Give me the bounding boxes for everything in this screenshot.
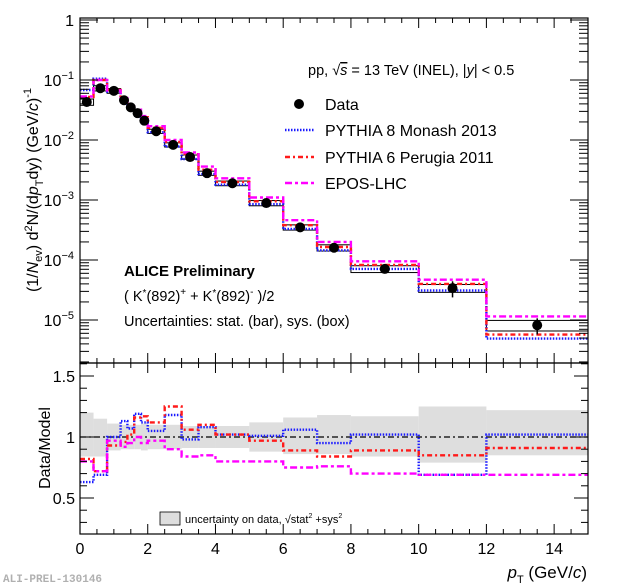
uncertainty-band-segment (80, 412, 94, 457)
data-point (151, 126, 162, 137)
data-point (139, 115, 150, 126)
particle-label: ( K*(892)+ + K*(892)- )/2 (124, 287, 274, 305)
data-point (447, 283, 458, 294)
collision-system-label: pp, √s = 13 TeV (INEL), |y| < 0.5 (308, 63, 514, 79)
x-tick-label: 8 (346, 541, 355, 558)
y-tick-label: 10−2 (44, 130, 74, 150)
x-tick-label: 14 (545, 541, 563, 558)
ratio-tick-labels: 0 2 4 6 8 10 12 14 0.5 1 1.5 (53, 369, 563, 558)
data-point (379, 263, 390, 274)
ratio-line-epos-lhc (80, 435, 588, 476)
ratio-y-axis-title: Data/Model (37, 407, 54, 489)
ratio-axis-ticks (79, 363, 589, 534)
ratio-y-tick-label: 0.5 (53, 491, 75, 508)
uncertainty-band-segment (181, 426, 199, 448)
uncertainty-band-segment (215, 426, 250, 448)
data-point (329, 242, 339, 253)
spectrum-y-tick-labels: 1 10−1 10−2 10−3 10−4 10−5 (44, 13, 74, 330)
ratio-panel: 0 2 4 6 8 10 12 14 0.5 1 1.5 Data/Model uncertaint… (37, 362, 589, 586)
legend-item-pythia8: PYTHIA 8 Monash 2013 (285, 123, 497, 140)
ratio-y-tick-label: 1.5 (53, 369, 75, 386)
spectrum-panel: 1 10−1 10−2 10−3 10−4 10−5 (1/Nev) d2N/(dpTdy… (22, 13, 589, 364)
data-point (81, 96, 92, 107)
uncertainties-label: Uncertainties: stat. (bar), sys. (box) (124, 314, 350, 330)
x-tick-label: 6 (279, 541, 288, 558)
band-legend-label: uncertainty on data, √stat2 +sys2 (185, 513, 342, 526)
ratio-histograms (80, 405, 588, 484)
legend-label-pythia6: PYTHIA 6 Perugia 2011 (325, 150, 494, 167)
ratio-line-pythia-8-monash-2013 (80, 412, 588, 484)
uncertainty-band-segment (317, 415, 351, 455)
uncertainty-band-segment (93, 418, 108, 457)
uncertainty-band-segment (283, 417, 318, 455)
x-axis-title: pT (GeV/c) (507, 563, 588, 586)
data-point (227, 178, 238, 189)
uncertainty-band-segment (418, 406, 487, 463)
legend: Data PYTHIA 8 Monash 2013 PYTHIA 6 Perug… (285, 97, 497, 193)
legend-item-data: Data (294, 97, 359, 114)
y-tick-label: 10−3 (44, 190, 74, 210)
y-tick-label: 10−4 (44, 250, 74, 270)
legend-item-pythia6: PYTHIA 6 Perugia 2011 (285, 150, 494, 167)
y-tick-label: 1 (65, 13, 74, 30)
data-point (95, 83, 106, 94)
uncertainty-band-segment (140, 423, 148, 451)
data-point (202, 168, 212, 179)
model-line-epos-lhc (80, 78, 588, 318)
x-tick-label: 4 (211, 541, 220, 558)
data-point (132, 108, 143, 119)
legend-label-epos: EPOS-LHC (325, 176, 407, 193)
alice-preliminary-label: ALICE Preliminary (124, 263, 256, 280)
uncertainty-band-segment (127, 424, 135, 450)
sqrt-symbol: √ (332, 63, 340, 79)
data-point (185, 152, 196, 163)
legend-label-data: Data (325, 97, 359, 114)
legend-label-pythia8: PYTHIA 8 Monash 2013 (325, 123, 497, 140)
uncertainty-band (80, 406, 588, 463)
legend-item-epos: EPOS-LHC (285, 176, 407, 193)
data-point (108, 85, 119, 96)
x-tick-label: 0 (76, 541, 85, 558)
data-point (295, 222, 306, 233)
data-point (119, 95, 130, 106)
data-point (261, 198, 272, 209)
figure-id-label: ALI-PREL-130146 (3, 574, 102, 586)
data-point (125, 102, 136, 113)
x-tick-label: 2 (143, 541, 152, 558)
y-tick-label: 10−5 (44, 310, 74, 330)
x-tick-label: 10 (410, 541, 428, 558)
band-legend-swatch (159, 511, 181, 526)
data-point (532, 320, 543, 331)
legend-marker-data (294, 99, 304, 109)
ratio-y-tick-label: 1 (66, 430, 75, 447)
spectrum-y-axis-title: (1/Nev) d2N/(dpTdy) (GeV/c)-1 (22, 88, 46, 292)
y-tick-label: 10−1 (44, 70, 74, 90)
band-legend: uncertainty on data, √stat2 +sys2 (159, 511, 342, 526)
x-tick-label: 12 (478, 541, 496, 558)
data-points (81, 83, 543, 335)
spectrum-axis-ticks (79, 18, 589, 363)
data-point (168, 139, 179, 150)
